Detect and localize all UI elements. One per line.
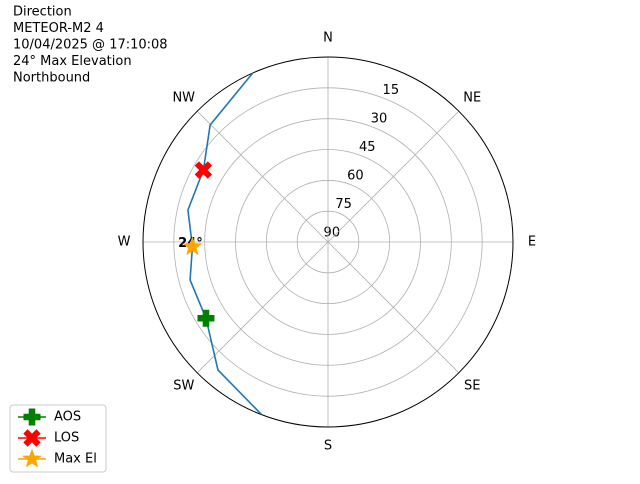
theta-tick-label: SW bbox=[173, 379, 194, 394]
polar-frame bbox=[142, 56, 514, 428]
theta-tick-label: W bbox=[118, 235, 131, 250]
theta-tick-label: N bbox=[323, 31, 333, 46]
theta-tick-label: NW bbox=[172, 90, 195, 105]
title-line: Northbound bbox=[13, 71, 90, 86]
marker-x bbox=[194, 161, 213, 179]
title-line: 10/04/2025 @ 17:10:08 bbox=[13, 38, 168, 53]
marker-star bbox=[182, 236, 203, 256]
title-line: 24° Max Elevation bbox=[13, 54, 132, 69]
r-tick-label: 75 bbox=[335, 197, 352, 212]
legend-marker bbox=[23, 429, 41, 447]
grid-spoke bbox=[196, 110, 329, 243]
theta-tick-label: S bbox=[324, 439, 332, 454]
legend-marker bbox=[23, 408, 41, 426]
legend-marker bbox=[22, 448, 42, 468]
grid-spoke bbox=[196, 241, 329, 374]
title-line: METEOR-M2 4 bbox=[13, 21, 104, 36]
r-tick-label: 60 bbox=[347, 168, 364, 183]
theta-tick-label: SE bbox=[464, 379, 480, 394]
legend-label: LOS bbox=[54, 431, 79, 446]
legend-label: Max El bbox=[54, 452, 97, 467]
grid-spoke bbox=[327, 110, 460, 243]
marker-plus bbox=[197, 309, 215, 327]
legend-label: AOS bbox=[54, 410, 81, 425]
r-tick-label: 30 bbox=[371, 111, 388, 126]
theta-tick-label: E bbox=[528, 235, 536, 250]
theta-tick-label: NE bbox=[463, 90, 481, 105]
r-tick-label: 45 bbox=[359, 140, 376, 155]
grid-spoke bbox=[327, 241, 460, 374]
title-line: Direction bbox=[13, 5, 72, 20]
legend: AOS LOS Max El bbox=[9, 404, 107, 473]
r-tick-label: 15 bbox=[383, 83, 400, 98]
